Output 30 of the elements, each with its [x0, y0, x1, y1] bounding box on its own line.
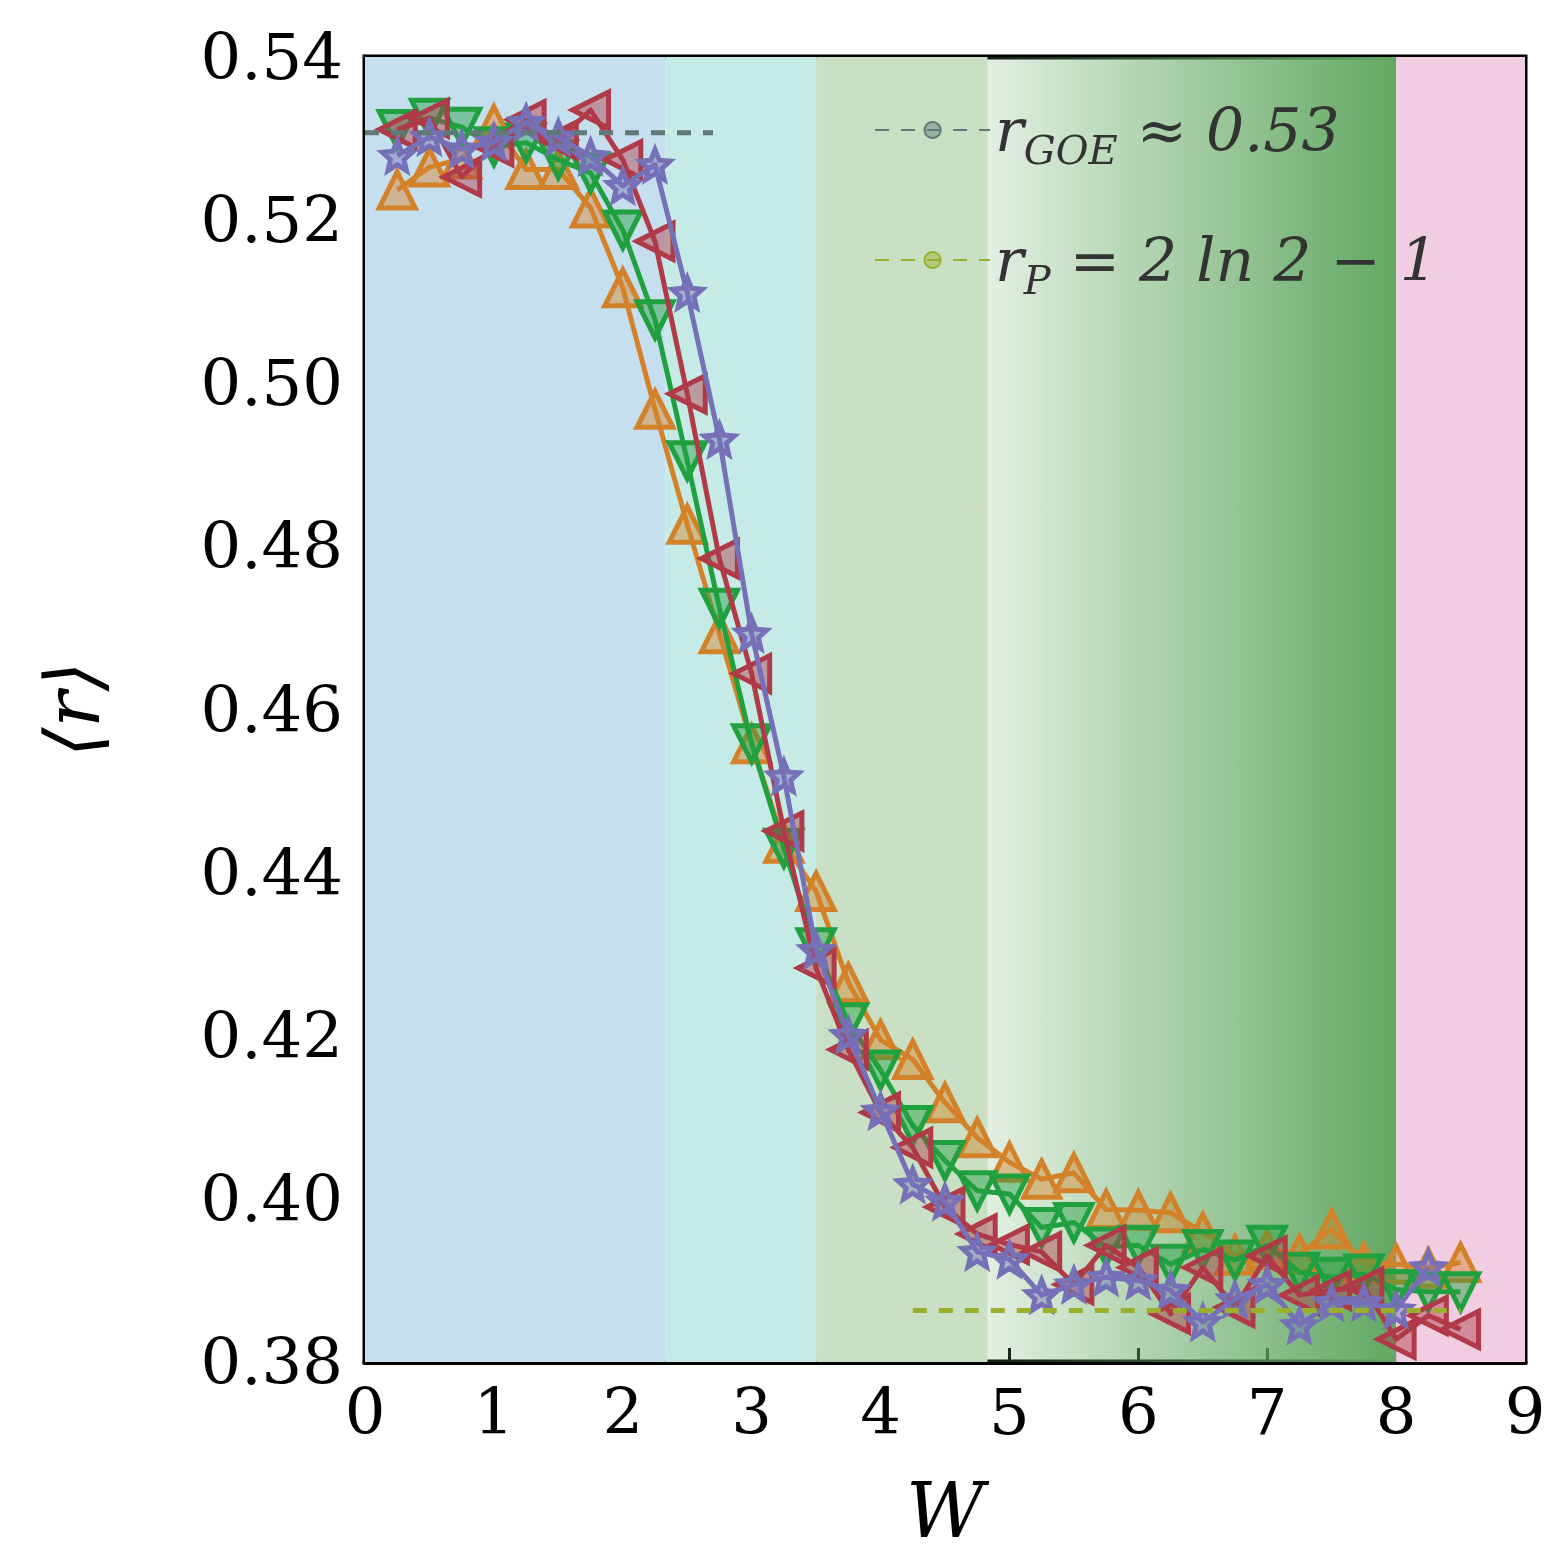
- x-tick-label: 1: [473, 1375, 515, 1449]
- y-tick-label: 0.38: [200, 1325, 343, 1399]
- y-tick-label: 0.42: [200, 998, 343, 1073]
- point: [1214, 1239, 1256, 1281]
- x-tick-label: 8: [1375, 1375, 1417, 1449]
- x-tick-label: 4: [860, 1375, 901, 1449]
- point: [633, 299, 677, 343]
- x-tick-label: 0: [344, 1375, 386, 1449]
- point: [1052, 1202, 1096, 1246]
- y-tick-label: 0.48: [200, 509, 343, 584]
- y-tick-label: 0.44: [200, 835, 343, 910]
- y-tick-label: 0.54: [200, 20, 343, 94]
- y-tick-label: 0.40: [200, 1161, 343, 1236]
- point: [665, 501, 710, 545]
- x-tick-label: 5: [989, 1375, 1030, 1449]
- point: [633, 386, 677, 430]
- y-tick-label: 0.50: [200, 346, 343, 421]
- x-axis-title: W: [905, 1465, 990, 1553]
- y-axis-title: ⟨r⟩: [27, 661, 117, 758]
- x-tick-label: 6: [1117, 1375, 1159, 1449]
- point: [890, 1036, 935, 1080]
- x-tick-label: 3: [731, 1375, 773, 1449]
- x-tick-label: 9: [1504, 1375, 1546, 1449]
- y-tick-label: 0.52: [200, 183, 343, 258]
- point: [376, 169, 418, 211]
- point: [1019, 1156, 1064, 1200]
- y-tick-label: 0.46: [200, 672, 343, 747]
- x-tick-label: 7: [1246, 1375, 1288, 1449]
- x-tick-label: 2: [602, 1375, 644, 1449]
- point: [1244, 1234, 1288, 1277]
